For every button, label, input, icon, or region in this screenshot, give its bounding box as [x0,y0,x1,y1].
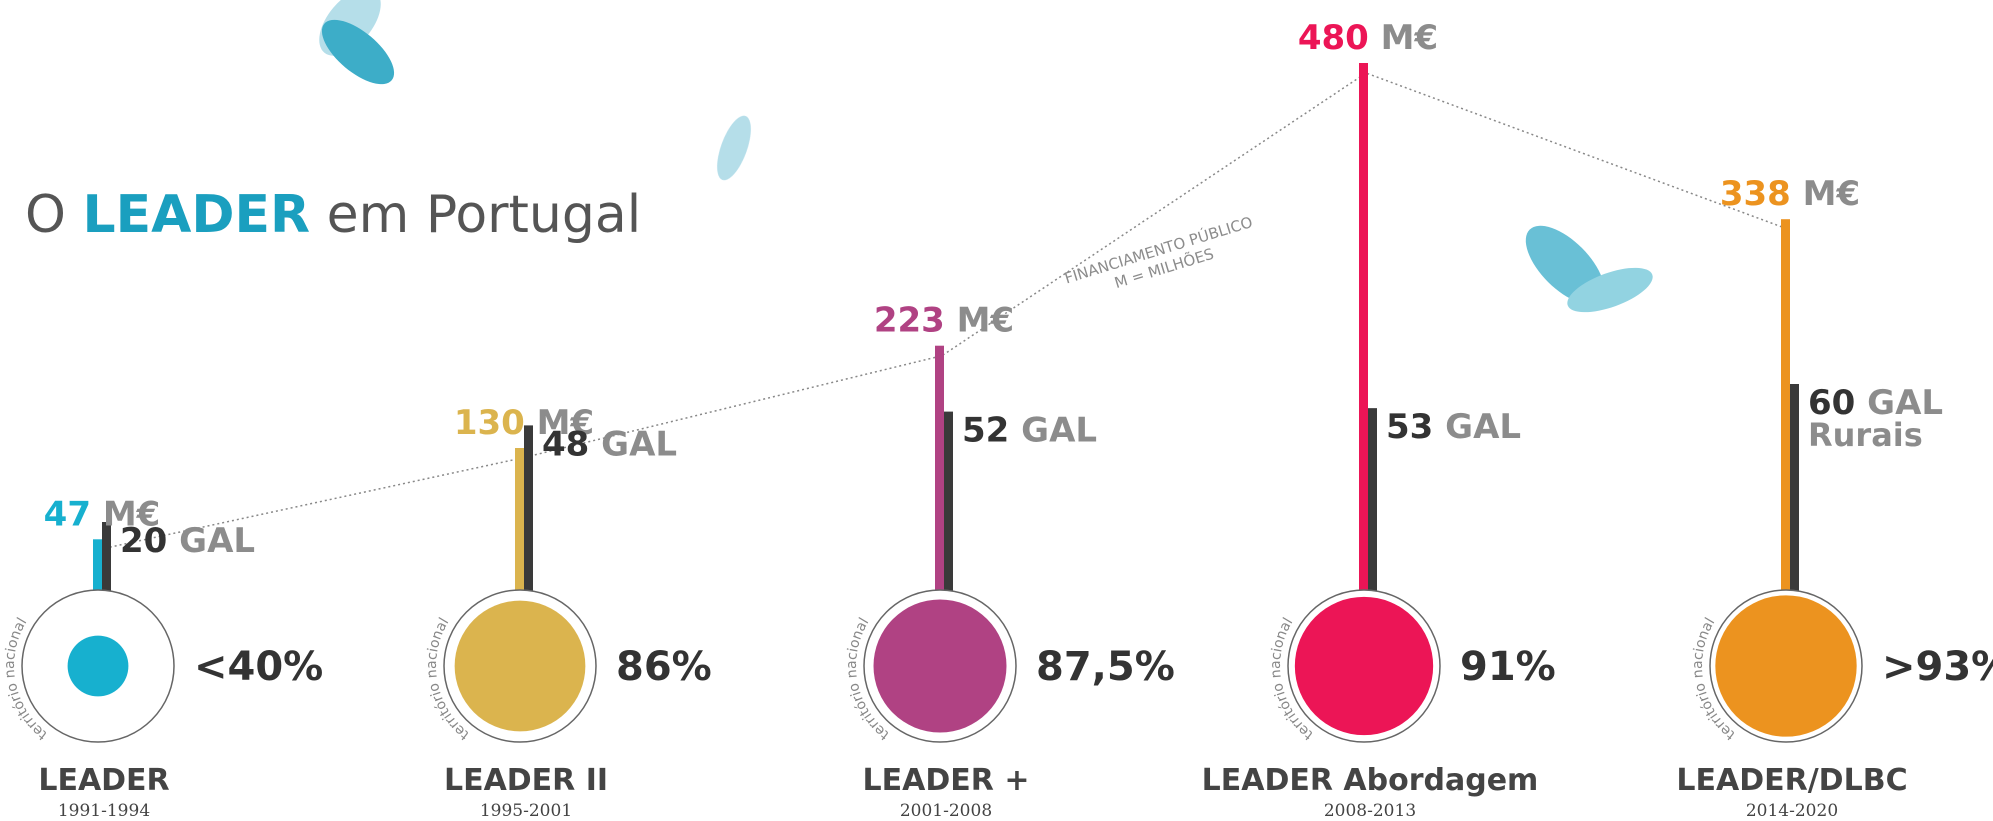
coverage-label: <40% [194,644,323,690]
gal-unit: GAL [1445,407,1521,447]
coverage-disc [874,600,1007,733]
coverage-label: 87,5% [1036,644,1175,690]
program-period: 2008-2013 [1324,801,1416,821]
gal-value: 52 [962,411,1009,451]
program-name: LEADER/DLBC [1676,763,1907,798]
gal-label: 48 GAL [542,424,677,464]
title-highlight: LEADER [82,185,310,245]
funding-value: 480 [1298,18,1369,58]
gal-bar [1790,384,1799,591]
coverage-disc [1295,597,1433,735]
gal-label: 20 GAL [120,521,255,561]
funding-value: 223 [874,301,945,341]
funding-bar [93,539,102,591]
gal-label: 52 GAL [962,411,1097,451]
coverage-disc [68,636,129,697]
gal-value: 20 [120,521,167,561]
title-prefix: O [25,185,66,245]
program-name: LEADER Abordagem [1202,763,1539,798]
program-name: LEADER [38,763,169,798]
funding-unit: M€ [1803,174,1861,214]
gal-bar [944,412,953,591]
program-period: 1995-2001 [480,801,572,821]
coverage-disc [455,601,586,732]
funding-bar [1781,219,1790,591]
coverage-label: >93% [1882,644,1993,690]
page: {"title": {"prefix": "O", "highlight": "… [0,0,1993,821]
infographic: O LEADER em Portugal FINANCIAMENTO PÚBLI… [0,0,1993,821]
gal-bar [524,425,533,591]
coverage-label: 86% [616,644,712,690]
funding-value: 47 [44,494,91,534]
program-period: 2001-2008 [900,801,992,821]
funding-bar [1359,63,1368,591]
funding-bar [515,448,524,591]
funding-label: 223 M€ [874,301,1014,341]
program-name: LEADER II [444,763,608,798]
gal-value: 48 [542,424,589,464]
gal-value: 53 [1386,407,1433,447]
program-name: LEADER + [863,763,1030,798]
title-suffix: em Portugal [327,185,642,245]
funding-label: 338 M€ [1720,174,1860,214]
funding-value: 130 [454,403,525,443]
gal-label: 53 GAL [1386,407,1521,447]
page-title: O LEADER em Portugal [25,185,641,245]
funding-label: 480 M€ [1298,18,1438,58]
funding-value: 338 [1720,174,1791,214]
decorative-leaves [307,0,1658,321]
program-period: 1991-1994 [58,801,150,821]
coverage-label: 91% [1460,644,1556,690]
axis-note: FINANCIAMENTO PÚBLICO M = MILHÕES [1062,212,1260,306]
program-period: 2014-2020 [1746,801,1838,821]
gal-bar [1368,408,1377,591]
funding-unit: M€ [957,301,1015,341]
funding-bar [935,346,944,591]
funding-unit: M€ [1381,18,1439,58]
gal-unit: GAL [1021,411,1097,451]
coverage-disc [1715,595,1856,736]
gal-unit: GAL [179,521,255,561]
gal-unit: GAL [601,424,677,464]
gal-note: Rurais [1808,416,1923,454]
